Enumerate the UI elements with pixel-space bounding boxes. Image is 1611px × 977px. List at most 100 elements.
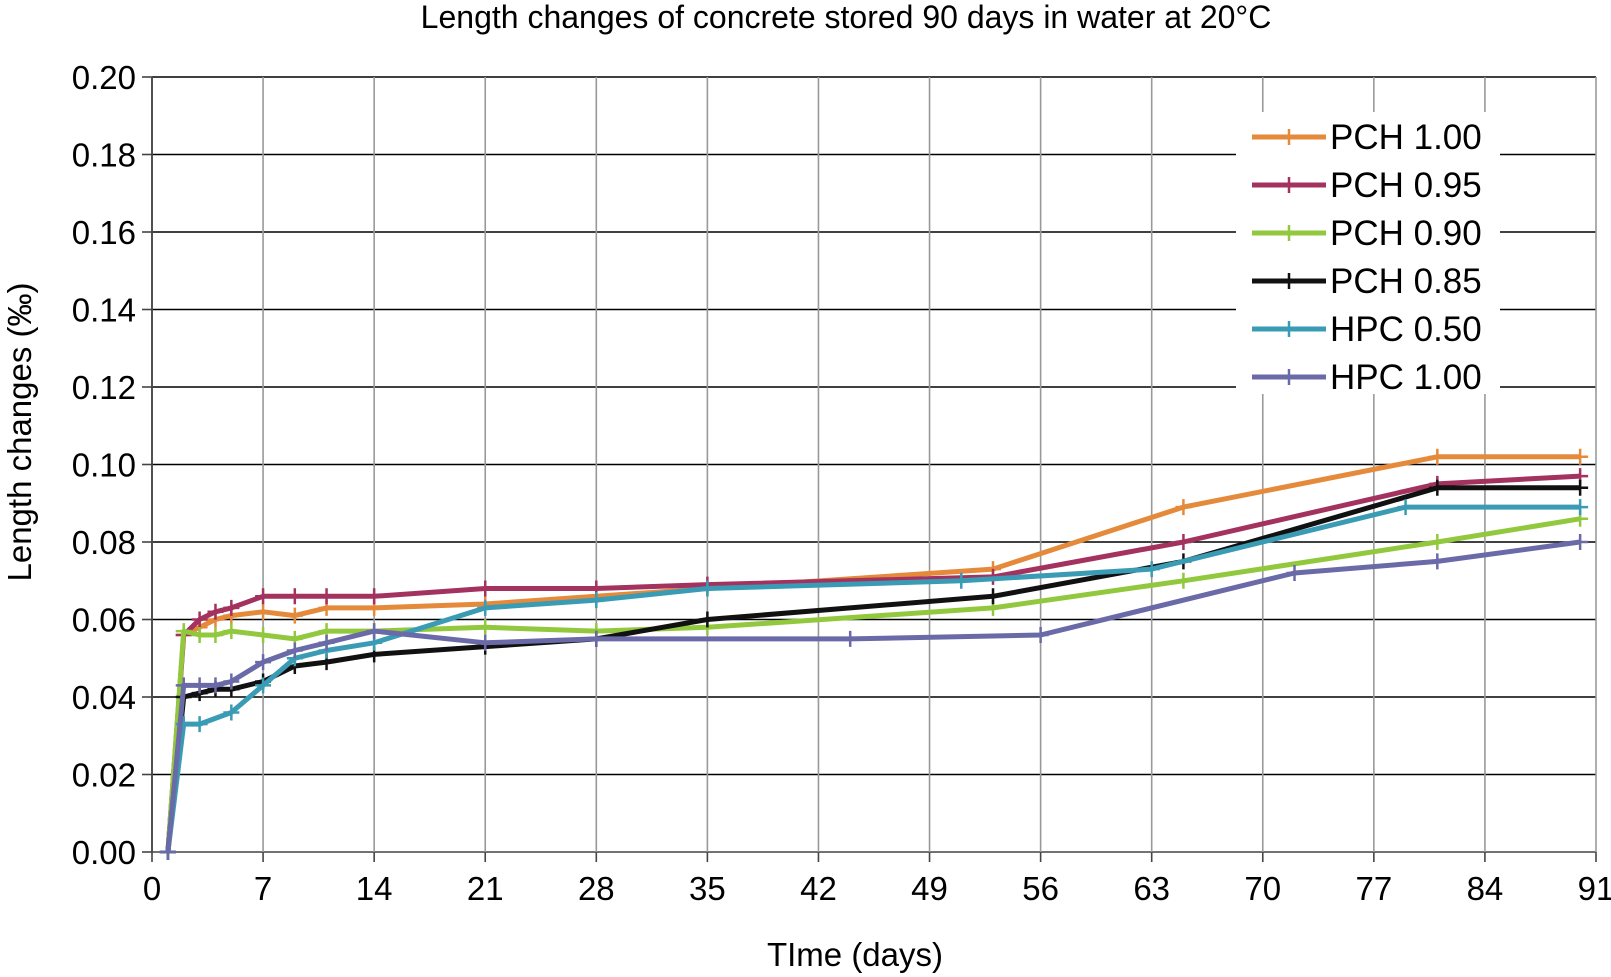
series-line xyxy=(165,485,1581,853)
data-point xyxy=(477,634,494,651)
data-point xyxy=(1032,627,1049,643)
series-line xyxy=(165,504,1581,853)
y-tick-label: 0.14 xyxy=(72,292,136,329)
data-point xyxy=(1572,479,1589,496)
data-point xyxy=(1429,448,1446,465)
legend-marker xyxy=(1281,321,1297,337)
legend-item: PCH 0.90 xyxy=(1252,214,1482,253)
data-point xyxy=(985,588,1002,605)
y-tick-label: 0.08 xyxy=(72,524,136,561)
y-tick-label: 0.16 xyxy=(72,214,136,251)
data-point xyxy=(255,603,272,620)
data-point xyxy=(207,677,224,694)
x-tick-label: 14 xyxy=(356,870,393,907)
data-point xyxy=(1175,534,1192,550)
data-point xyxy=(286,642,303,659)
legend-item: HPC 0.50 xyxy=(1252,310,1482,349)
data-point xyxy=(255,654,272,671)
data-point xyxy=(223,623,240,640)
data-point xyxy=(318,634,335,651)
legend-marker xyxy=(1281,273,1297,289)
data-point xyxy=(699,611,716,628)
data-point xyxy=(1572,499,1589,516)
data-point xyxy=(255,588,272,605)
axes: 0.00 0.02 0.04 0.06 0.08 0.10 0.12 0.14 0.16 0.18… xyxy=(72,59,1611,907)
data-point xyxy=(477,580,494,597)
data-point xyxy=(207,627,224,643)
data-point xyxy=(1572,534,1589,550)
data-point xyxy=(191,611,208,628)
x-tick-label: 0 xyxy=(143,870,161,907)
legend-box xyxy=(1236,112,1500,394)
data-point xyxy=(588,592,605,609)
x-tick-label: 28 xyxy=(578,870,615,907)
data-point xyxy=(366,623,383,640)
y-tick-label: 0.10 xyxy=(72,447,136,484)
legend-marker xyxy=(1281,177,1297,193)
x-tick-label: 35 xyxy=(689,870,726,907)
legend-label: PCH 1.00 xyxy=(1330,118,1482,157)
data-point xyxy=(318,588,335,605)
y-tick-label: 0.04 xyxy=(72,679,136,716)
legend: PCH 1.00 PCH 0.95 PCH 0.90 PCH 0.85 HPC 0.50… xyxy=(1236,112,1500,397)
legend-marker xyxy=(1281,225,1297,241)
series-line xyxy=(165,454,1581,853)
x-tick-label: 56 xyxy=(1022,870,1059,907)
legend-item: PCH 0.95 xyxy=(1252,166,1482,205)
y-tick-label: 0.18 xyxy=(72,137,136,174)
series-line xyxy=(165,473,1581,853)
y-tick-label: 0.20 xyxy=(72,59,136,96)
legend-label: PCH 0.90 xyxy=(1330,214,1482,253)
data-point xyxy=(1397,499,1414,516)
x-tick-label: 70 xyxy=(1244,870,1281,907)
y-tick-label: 0.00 xyxy=(72,834,136,871)
data-point xyxy=(842,630,859,647)
data-point xyxy=(175,623,192,640)
x-tick-label: 42 xyxy=(800,870,837,907)
data-point xyxy=(953,572,970,589)
data-point xyxy=(1572,448,1589,465)
data-point xyxy=(175,677,192,694)
data-point xyxy=(477,619,494,636)
data-point xyxy=(1143,561,1160,578)
data-point xyxy=(366,588,383,605)
legend-item: PCH 1.00 xyxy=(1252,118,1482,157)
data-point xyxy=(699,580,716,597)
data-point xyxy=(588,630,605,647)
chart-title: Length changes of concrete stored 90 day… xyxy=(421,0,1272,35)
y-tick-label: 0.06 xyxy=(72,602,136,639)
legend-label: HPC 1.00 xyxy=(1330,358,1482,397)
data-point xyxy=(191,627,208,643)
data-point xyxy=(1429,553,1446,570)
x-tick-label: 63 xyxy=(1133,870,1170,907)
legend-label: PCH 0.95 xyxy=(1330,166,1482,205)
data-point xyxy=(1429,479,1446,496)
data-point xyxy=(1286,565,1303,581)
x-tick-label: 49 xyxy=(911,870,948,907)
data-point xyxy=(1175,572,1192,589)
data-point xyxy=(1429,534,1446,550)
data-point xyxy=(191,677,208,694)
data-point xyxy=(255,627,272,643)
data-point xyxy=(191,716,208,733)
y-tick-label: 0.02 xyxy=(72,757,136,794)
data-point xyxy=(477,599,494,616)
series-layer xyxy=(159,448,1589,860)
legend-label: HPC 0.50 xyxy=(1330,310,1482,349)
data-point xyxy=(223,704,240,721)
data-point xyxy=(1175,499,1192,516)
series-pch-0-95 xyxy=(159,468,1589,860)
data-point xyxy=(223,673,240,690)
series-pch-1-00 xyxy=(159,448,1589,860)
y-tick-label: 0.12 xyxy=(72,369,136,406)
y-axis-title: Length changes (‰) xyxy=(1,282,38,581)
data-point xyxy=(207,603,224,620)
data-point xyxy=(286,588,303,605)
legend-item: PCH 0.85 xyxy=(1252,262,1482,301)
data-point xyxy=(286,607,303,624)
legend-marker xyxy=(1281,129,1297,145)
legend-marker xyxy=(1281,369,1297,385)
legend-item: HPC 1.00 xyxy=(1252,358,1482,397)
